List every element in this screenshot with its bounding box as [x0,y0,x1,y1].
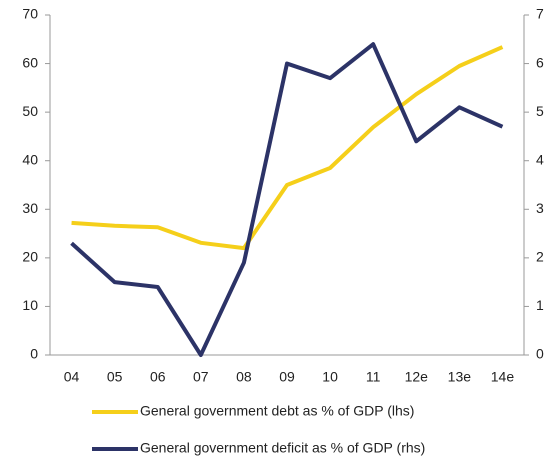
y2-tick-label: 2 [536,249,544,265]
legend-label: General government debt as % of GDP (lhs… [140,403,414,419]
legend-label: General government deficit as % of GDP (… [140,440,425,456]
x-tick-label: 07 [193,369,209,385]
x-tick-label: 13e [448,369,472,385]
x-tick-label: 08 [236,369,252,385]
y-tick-label: 30 [22,200,38,216]
x-tick-label: 04 [64,369,80,385]
y2-tick-label: 0 [536,346,544,362]
x-tick-label: 09 [279,369,295,385]
y2-tick-label: 4 [536,151,544,167]
x-tick-label: 05 [107,369,123,385]
x-tick-label: 11 [366,369,381,385]
y-tick-label: 0 [30,346,38,362]
y2-tick-label: 3 [536,200,544,216]
y-tick-label: 70 [22,6,38,22]
y2-tick-label: 7 [536,6,544,22]
x-tick-label: 06 [150,369,166,385]
y-tick-label: 60 [22,54,38,70]
y2-tick-label: 5 [536,103,544,119]
y-tick-label: 40 [22,151,38,167]
x-tick-label: 14e [491,369,515,385]
y-tick-label: 20 [22,249,38,265]
series-line [70,42,504,357]
x-tick-label: 12e [405,369,429,385]
y-tick-label: 10 [22,297,38,313]
y2-tick-label: 6 [536,54,544,70]
series-line [71,45,504,251]
y-tick-label: 50 [22,103,38,119]
x-tick-label: 10 [322,369,338,385]
y2-tick-label: 1 [536,297,544,313]
